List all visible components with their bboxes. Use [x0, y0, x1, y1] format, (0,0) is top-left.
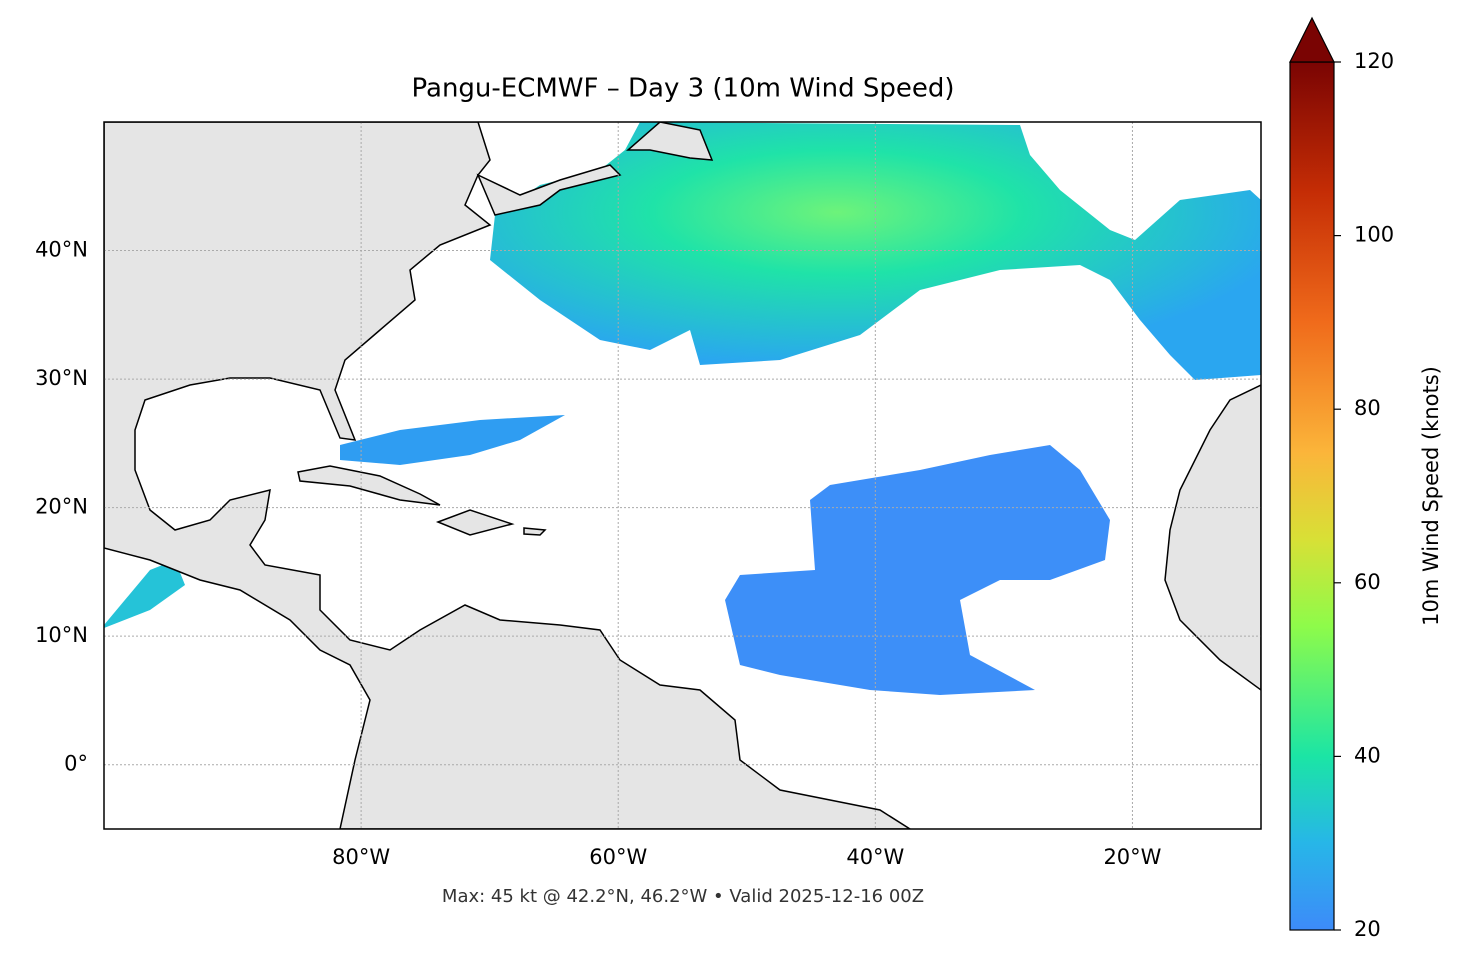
wind-area — [104, 560, 185, 628]
footer: Max: 45 kt @ 42.2°N, 46.2°W • Valid 2025… — [442, 886, 924, 907]
colorbar-extend — [1289, 16, 1335, 63]
land — [626, 122, 714, 161]
x-tick-label: 20°W — [1103, 845, 1161, 869]
y-tick-label: 10°N — [35, 623, 88, 647]
colorbar-tick-label: 20 — [1354, 917, 1381, 941]
y-tick-label: 0° — [64, 752, 88, 776]
land — [476, 164, 622, 216]
y-tick-label: 40°N — [35, 238, 88, 262]
grid — [104, 122, 1261, 829]
x-tick-label: 80°W — [332, 845, 390, 869]
colorbar-fill — [1289, 61, 1335, 931]
land — [435, 509, 515, 536]
map — [104, 122, 1261, 829]
land — [297, 465, 441, 506]
title: Pangu-ECMWF – Day 3 (10m Wind Speed) — [412, 74, 955, 104]
colorbar: 20 40 60 80 100 120 10m Wind Speed (knots) — [1289, 16, 1443, 941]
land — [104, 122, 912, 829]
y-tick-label: 20°N — [35, 495, 88, 519]
colorbar-tick-label: 100 — [1354, 223, 1394, 247]
wind-area — [340, 415, 565, 465]
colorbar-tick-label: 40 — [1354, 743, 1381, 767]
colorbar-tick-label: 120 — [1354, 49, 1394, 73]
y-tick-label: 30°N — [35, 366, 88, 390]
x-tick-label: 60°W — [589, 845, 647, 869]
colorbar-tick-label: 80 — [1354, 396, 1381, 420]
ticks: 80°W 60°W 40°W 20°W 0° 10°N 20°N 30°N 40°N — [35, 238, 1162, 869]
x-tick-label: 40°W — [846, 845, 904, 869]
colorbar-tick-label: 60 — [1354, 570, 1381, 594]
colorbar-label: 10m Wind Speed (knots) — [1419, 366, 1443, 626]
land — [523, 527, 547, 536]
plot-frame — [103, 121, 1262, 830]
land — [1164, 384, 1261, 691]
